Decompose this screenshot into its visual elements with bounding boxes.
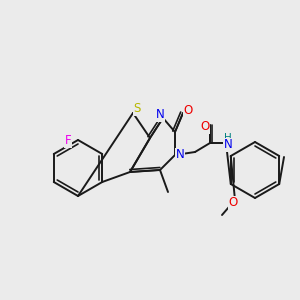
Text: O: O [200, 121, 210, 134]
Text: F: F [65, 134, 71, 148]
Text: H: H [224, 133, 232, 143]
Text: N: N [224, 139, 232, 152]
Text: O: O [183, 104, 193, 118]
Text: S: S [133, 103, 141, 116]
Text: N: N [156, 109, 164, 122]
Text: O: O [228, 196, 238, 209]
Text: N: N [176, 148, 184, 161]
